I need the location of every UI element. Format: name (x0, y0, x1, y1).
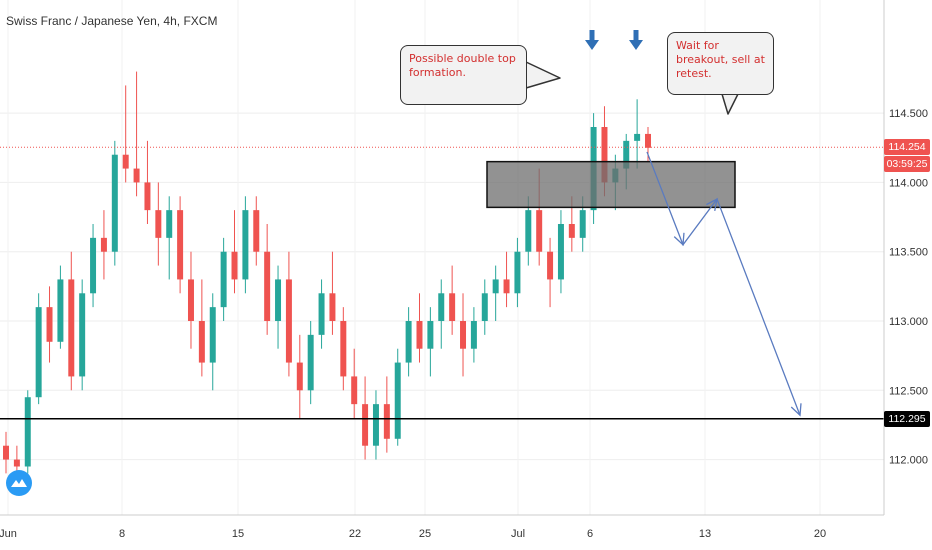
x-tick-label: 22 (349, 528, 361, 540)
candle-body (187, 279, 194, 321)
candle-body (645, 133, 651, 148)
callout-pointers (525, 61, 739, 115)
projection-arrowhead (673, 232, 685, 247)
candle-body (307, 334, 314, 391)
candle-body (427, 321, 434, 349)
candle-body (198, 321, 205, 363)
candle-body (623, 140, 630, 169)
candle-body (372, 404, 379, 446)
candle-countdown-tag: 03:59:25 (884, 156, 930, 173)
candle-body (209, 307, 216, 363)
candle-body (231, 251, 238, 280)
candle-body (383, 404, 390, 439)
candle-body (449, 293, 456, 321)
candle-body (362, 404, 369, 446)
price-axis[interactable]: 114.500 114.000 113.500 113.000 112.500 112.0… (883, 0, 928, 515)
candle-body (318, 293, 325, 335)
candle-body (579, 210, 586, 238)
projection-arrowhead (790, 403, 802, 417)
candle-body (525, 210, 532, 252)
candle-body (57, 279, 64, 342)
candle-body (177, 210, 184, 280)
x-tick-label: Jun (0, 528, 17, 540)
x-tick-label: 20 (814, 528, 826, 540)
candle-body (46, 307, 53, 342)
candle-body (547, 251, 554, 280)
callout-pointer (721, 93, 739, 115)
y-tick-label: 112.500 (889, 385, 928, 397)
candle-body (242, 210, 249, 280)
chart-title: Swiss Franc / Japanese Yen, 4h, FXCM (6, 14, 218, 28)
y-tick-label: 114.000 (889, 177, 928, 189)
candle-body (24, 397, 31, 467)
level-price-tag: 112.295 (884, 410, 930, 427)
candle-body (253, 210, 260, 252)
candle-body (3, 445, 9, 460)
candle-body (503, 279, 510, 294)
callout-double-top[interactable]: Possible double top formation. (400, 45, 527, 105)
candle-body (514, 251, 521, 294)
candle-body (285, 279, 292, 363)
candle-body (470, 321, 477, 349)
candle-body (100, 237, 107, 252)
candle-body (79, 293, 86, 377)
candle-body (460, 321, 467, 349)
candle-body (111, 154, 118, 252)
x-tick-label: 6 (587, 528, 593, 540)
candle-body (13, 459, 20, 467)
top-arrow-markers (585, 30, 643, 50)
candle-body (90, 237, 97, 294)
candle-body (416, 321, 423, 349)
y-tick-label: 114.500 (889, 108, 928, 120)
resistance-zone[interactable] (486, 160, 736, 209)
candle-body (340, 321, 347, 377)
candle-body (166, 210, 173, 238)
candle-body (220, 251, 227, 308)
candle-body (296, 362, 303, 391)
y-tick-label: 113.000 (889, 316, 928, 328)
candle-body (568, 224, 575, 238)
x-tick-label: 8 (119, 528, 125, 540)
projection-path[interactable] (646, 151, 802, 417)
projection-polyline (646, 151, 801, 416)
candle-body (634, 133, 641, 141)
time-axis[interactable]: Jun 8 15 22 25 Jul 6 13 20 (0, 514, 884, 540)
candle-body (122, 154, 129, 169)
x-tick-label: 13 (699, 528, 711, 540)
y-tick-label: 112.000 (889, 455, 928, 467)
down-arrow-icon (629, 30, 643, 50)
x-tick-label: 25 (419, 528, 431, 540)
down-arrow-icon (585, 30, 599, 50)
candle-body (405, 321, 412, 363)
candle-body (481, 293, 488, 321)
callout-pointer (525, 61, 561, 89)
x-tick-label: 15 (232, 528, 244, 540)
projection-arrowhead (706, 197, 718, 211)
candle-body (144, 182, 151, 211)
candle-body (264, 251, 271, 321)
candle-body (557, 224, 564, 280)
candle-body (536, 210, 543, 252)
candle-body (394, 362, 401, 439)
candle-body (35, 307, 42, 398)
candle-body (438, 293, 445, 321)
candle-body (155, 210, 162, 238)
candle-body (601, 127, 608, 183)
callout-breakout[interactable]: Wait for breakout, sell at retest. (667, 32, 774, 95)
candle-body (351, 376, 358, 405)
candle-body (329, 293, 336, 321)
current-price-tag: 114.254 (884, 139, 930, 156)
tradingview-logo-icon[interactable] (6, 470, 32, 496)
y-tick-label: 113.500 (889, 247, 928, 259)
candle-body (133, 168, 140, 183)
x-tick-label: Jul (511, 528, 525, 540)
candle-body (275, 279, 282, 321)
candle-body (68, 279, 75, 377)
candle-body (492, 279, 499, 294)
